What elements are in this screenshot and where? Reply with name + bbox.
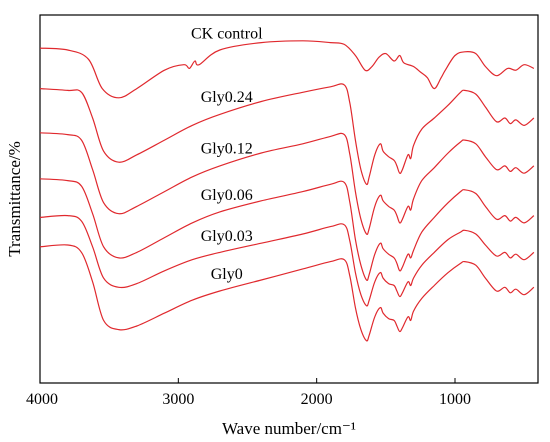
spectra-curves [39,40,535,342]
x-tick-label: 4000 [26,391,58,408]
x-axis-ticks: 4000 3000 2000 1000 [26,378,471,408]
spectrum-line [39,40,535,99]
series-labels: CK control Gly0.24 Gly0.12 Gly0.06 Gly0.03 Gl… [191,26,263,283]
x-tick-label: 3000 [162,391,194,408]
spectrum-line [39,214,535,307]
series-label: Gly0.06 [201,187,253,204]
series-label: Gly0.24 [201,89,253,106]
spectrum-line [39,83,535,186]
y-axis-title: Transmittance/% [5,141,24,257]
plot-frame [39,14,539,384]
series-label: Gly0.03 [201,228,253,245]
spectrum-line [39,178,535,281]
spectrum-line [39,244,535,342]
series-label: CK control [191,26,263,43]
x-tick-label: 1000 [439,391,471,408]
series-label: Gly0 [211,266,243,283]
x-axis-title: Wave number/cm⁻¹ [222,419,356,438]
x-tick-label: 2000 [301,391,333,408]
series-label: Gly0.12 [201,141,253,158]
spectrum-line [39,132,535,236]
